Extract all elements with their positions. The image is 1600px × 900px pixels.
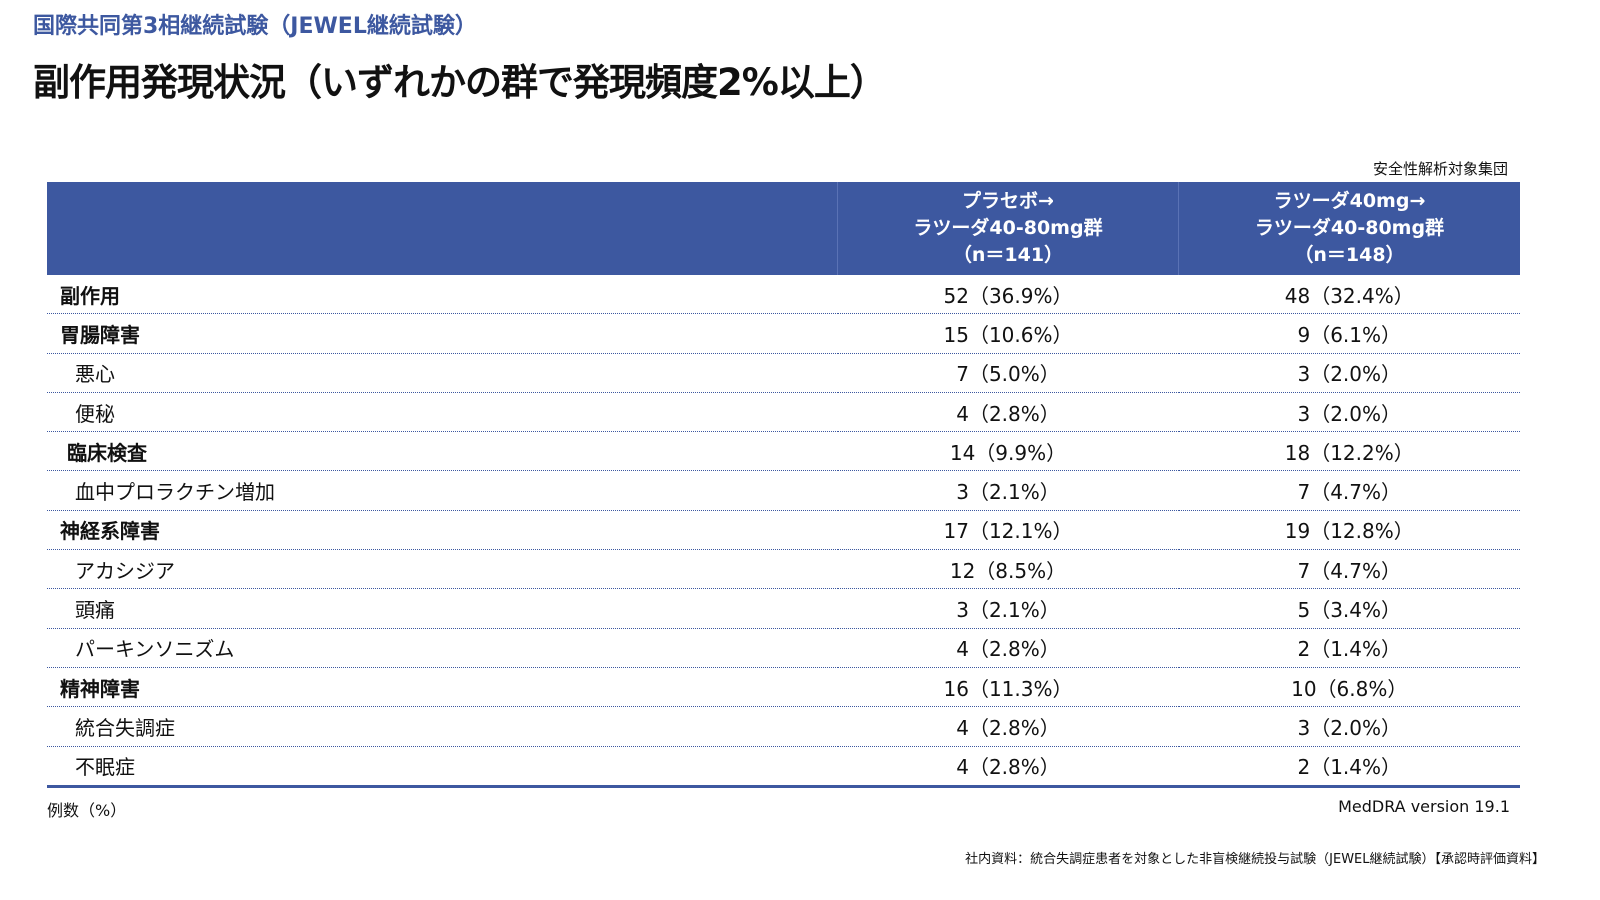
header-blank (47, 182, 838, 275)
table-row: 血中プロラクチン増加 3（2.1%） 7（4.7%） (47, 470, 1520, 511)
page-title: 副作用発現状況（いずれかの群で発現頻度2%以上） (33, 61, 887, 104)
placebo-value: 15（10.6%） (837, 313, 1179, 354)
table-row: 神経系障害 17（12.1%） 19（12.8%） (47, 510, 1520, 551)
latuda-value: 10（6.8%） (1178, 667, 1520, 708)
placebo-value: 12（8.5%） (837, 549, 1179, 590)
header-line: ラツーダ40-80mg群 (1254, 217, 1445, 239)
placebo-value: 4（2.8%） (837, 628, 1179, 668)
table-header-row: プラセボ→ ラツーダ40-80mg群 （n＝141） ラツーダ40mg→ ラツー… (47, 182, 1520, 275)
latuda-value: 19（12.8%） (1178, 510, 1520, 551)
placebo-value: 4（2.8%） (837, 392, 1179, 433)
meddra-version: MedDRA version 19.1 (1338, 797, 1510, 816)
adverse-reactions-table: プラセボ→ ラツーダ40-80mg群 （n＝141） ラツーダ40mg→ ラツー… (47, 182, 1520, 788)
table-row: 胃腸障害 15（10.6%） 9（6.1%） (47, 313, 1520, 354)
placebo-value: 17（12.1%） (837, 510, 1179, 551)
placebo-value: 4（2.8%） (837, 746, 1179, 788)
header-line: （n＝148） (1294, 244, 1405, 266)
row-label: 統合失調症 (47, 706, 838, 747)
row-label: 胃腸障害 (47, 313, 838, 354)
table-row: 統合失調症 4（2.8%） 3（2.0%） (47, 706, 1520, 747)
latuda-value: 3（2.0%） (1178, 706, 1520, 747)
row-label: 精神障害 (47, 667, 838, 708)
table-row: 臨床検査 14（9.9%） 18（12.2%） (47, 431, 1520, 472)
row-label: 便秘 (47, 392, 838, 433)
study-subtitle: 国際共同第3相継続試験（JEWEL継続試験） (33, 14, 477, 39)
row-label: 頭痛 (47, 588, 838, 629)
header-latuda-group: ラツーダ40mg→ ラツーダ40-80mg群 （n＝148） (1178, 182, 1520, 275)
latuda-value: 7（4.7%） (1178, 470, 1520, 511)
placebo-value: 3（2.1%） (837, 470, 1179, 511)
table-row: 便秘 4（2.8%） 3（2.0%） (47, 392, 1520, 433)
placebo-value: 7（5.0%） (837, 353, 1179, 393)
latuda-value: 2（1.4%） (1178, 628, 1520, 668)
table-row: アカシジア 12（8.5%） 7（4.7%） (47, 549, 1520, 590)
table-row: 頭痛 3（2.1%） 5（3.4%） (47, 588, 1520, 629)
population-label: 安全性解析対象集団 (1372, 160, 1508, 178)
latuda-value: 2（1.4%） (1178, 746, 1520, 788)
placebo-value: 4（2.8%） (837, 706, 1179, 747)
header-line: プラセボ→ (962, 190, 1054, 212)
latuda-value: 9（6.1%） (1178, 313, 1520, 354)
placebo-value: 3（2.1%） (837, 588, 1179, 629)
row-label: 副作用 (47, 275, 838, 315)
latuda-value: 18（12.2%） (1178, 431, 1520, 472)
header-line: ラツーダ40mg→ (1273, 190, 1426, 212)
table-row: 不眠症 4（2.8%） 2（1.4%） (47, 746, 1520, 788)
latuda-value: 48（32.4%） (1178, 275, 1520, 315)
table-row: 悪心 7（5.0%） 3（2.0%） (47, 353, 1520, 393)
row-label: 臨床検査 (47, 431, 838, 472)
source-note: 社内資料：統合失調症患者を対象とした非盲検継続投与試験（JEWEL継続試験）【承… (965, 852, 1545, 867)
latuda-value: 3（2.0%） (1178, 392, 1520, 433)
placebo-value: 14（9.9%） (837, 431, 1179, 472)
row-label: 神経系障害 (47, 510, 838, 551)
header-line: ラツーダ40-80mg群 (913, 217, 1103, 239)
unit-note: 例数（%） (47, 801, 127, 820)
row-label: 不眠症 (47, 746, 838, 788)
latuda-value: 7（4.7%） (1178, 549, 1520, 590)
row-label: パーキンソニズム (47, 628, 838, 668)
placebo-value: 52（36.9%） (837, 275, 1179, 315)
table-row: 精神障害 16（11.3%） 10（6.8%） (47, 667, 1520, 708)
placebo-value: 16（11.3%） (837, 667, 1179, 708)
header-placebo-group: プラセボ→ ラツーダ40-80mg群 （n＝141） (837, 182, 1179, 275)
latuda-value: 3（2.0%） (1178, 353, 1520, 393)
row-label: 悪心 (47, 353, 838, 393)
row-label: アカシジア (47, 549, 838, 590)
row-label: 血中プロラクチン増加 (47, 470, 838, 511)
header-line: （n＝141） (952, 244, 1064, 266)
table-row: 副作用 52（36.9%） 48（32.4%） (47, 275, 1520, 315)
latuda-value: 5（3.4%） (1178, 588, 1520, 629)
table-row: パーキンソニズム 4（2.8%） 2（1.4%） (47, 628, 1520, 668)
